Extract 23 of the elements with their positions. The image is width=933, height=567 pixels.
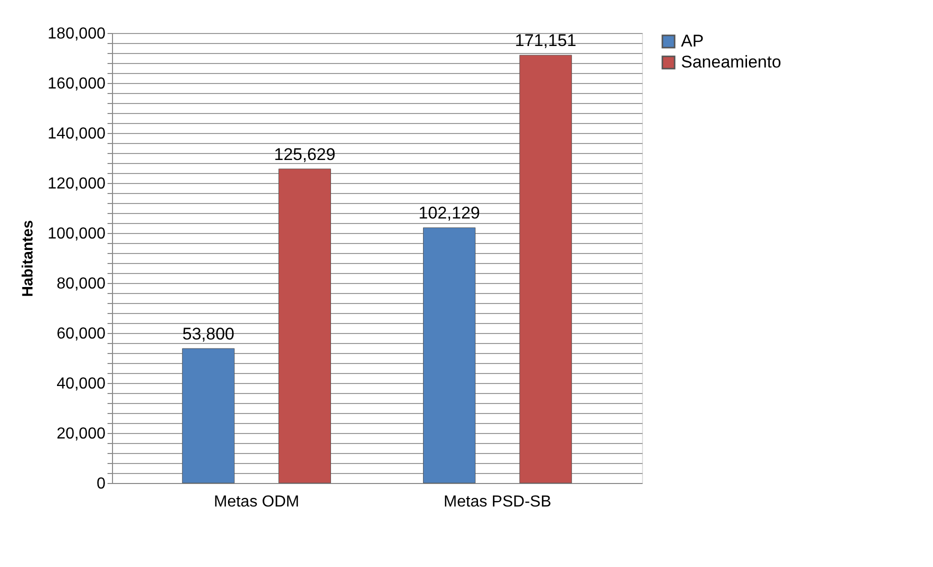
y-tick-label: 100,000 (48, 226, 106, 242)
data-label: 53,800 (182, 324, 234, 344)
x-tick-label: Metas ODM (214, 494, 300, 510)
legend-label: AP (681, 32, 704, 50)
y-tick-label: 120,000 (48, 176, 106, 192)
bar (423, 227, 476, 484)
y-tick-label: 180,000 (48, 26, 106, 42)
data-label: 125,629 (274, 144, 336, 164)
y-tick-label: 160,000 (48, 76, 106, 92)
bar (182, 348, 235, 484)
bar (519, 54, 572, 484)
data-label: 102,129 (418, 204, 480, 223)
y-axis-title: Habitantes (20, 220, 37, 297)
y-tick-label: 140,000 (48, 126, 106, 142)
bar (278, 168, 331, 484)
data-label: 171,151 (514, 31, 576, 50)
y-tick-label: 20,000 (56, 426, 106, 442)
legend-label: Saneamiento (681, 52, 782, 72)
x-tick-label: Metas PSD-SB (444, 494, 552, 510)
y-tick-label: 80,000 (56, 276, 106, 292)
y-tick-label: 40,000 (56, 376, 106, 392)
y-tick-label: 60,000 (56, 326, 106, 342)
y-tick-label: 0 (96, 476, 106, 492)
